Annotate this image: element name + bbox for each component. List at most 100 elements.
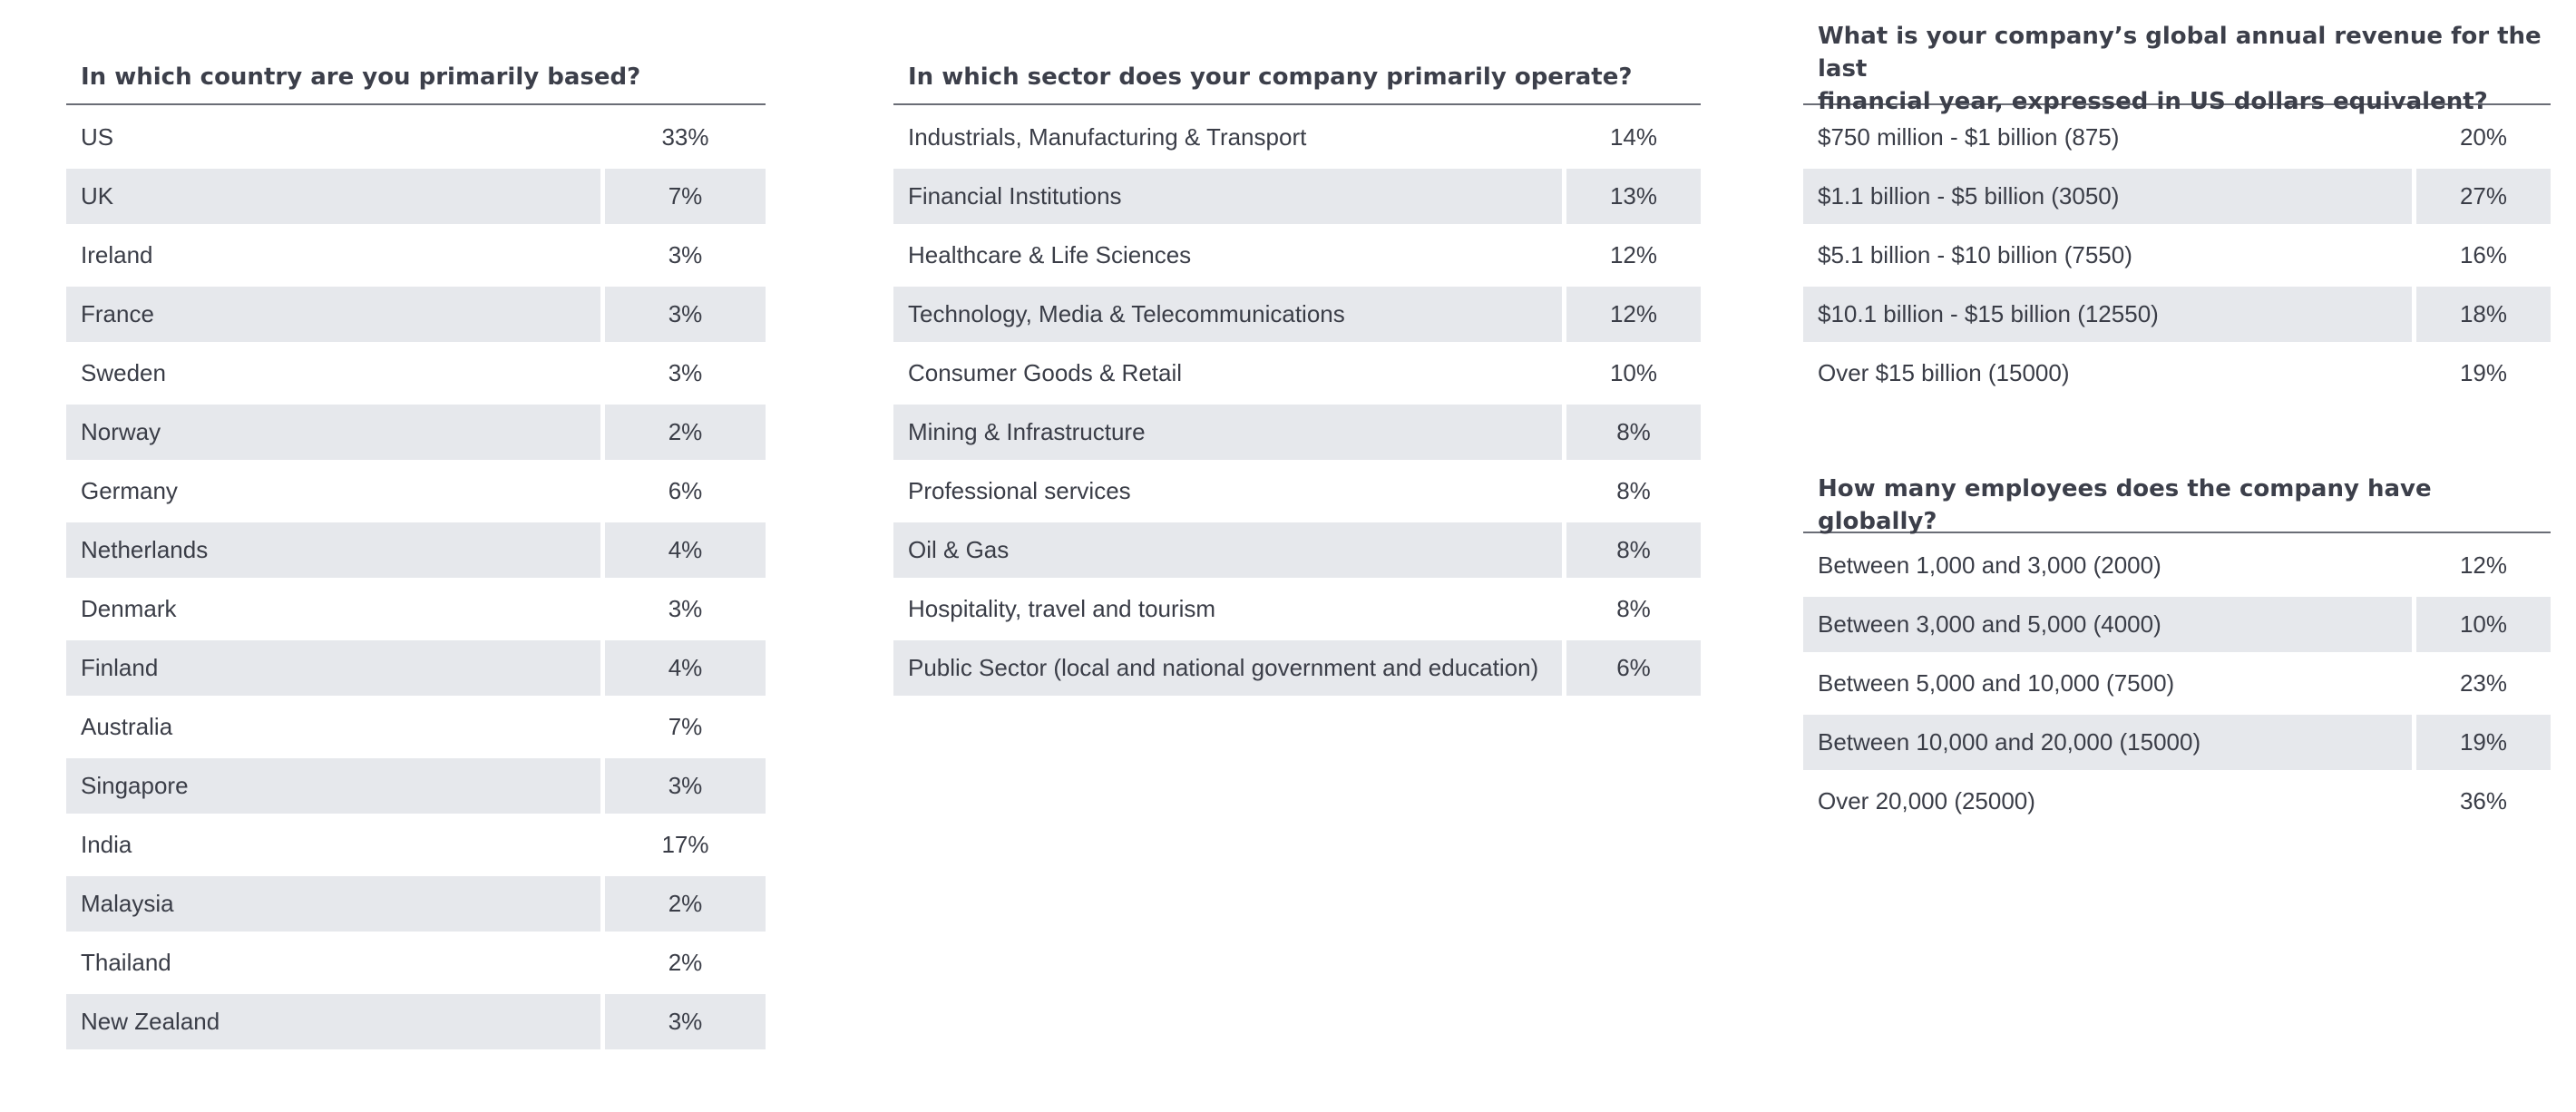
table-row: UK 7% — [66, 169, 766, 224]
row-value: 12% — [1609, 241, 1658, 268]
table-row: Financial Institutions 13% — [893, 169, 1701, 224]
row-label: Oil & Gas — [893, 522, 1562, 578]
table-row: Thailand 2% — [66, 935, 766, 990]
title-text: What is your company’s global annual rev… — [1818, 20, 2551, 118]
table-row: Consumer Goods & Retail 10% — [893, 346, 1701, 401]
table-row: Hospitality, travel and tourism 8% — [893, 581, 1701, 637]
row-value: 4% — [605, 640, 766, 696]
row-label: Consumer Goods & Retail — [908, 359, 1183, 386]
employees-table: How many employees does the company have… — [1803, 475, 2551, 833]
row-value: 16% — [2459, 241, 2508, 268]
row-value: 10% — [1609, 359, 1658, 386]
table-row: Mining & Infrastructure 8% — [893, 405, 1701, 460]
row-value: 3% — [668, 595, 703, 622]
table-row: Netherlands 4% — [66, 522, 766, 578]
country-table: In which country are you primarily based… — [66, 53, 766, 1053]
table-row: Between 3,000 and 5,000 (4000) 10% — [1803, 597, 2551, 652]
table-row: Industrials, Manufacturing & Transport 14… — [893, 110, 1701, 165]
table-row: New Zealand 3% — [66, 994, 766, 1049]
table-row: Over $15 billion (15000) 19% — [1803, 346, 2551, 401]
row-label: $1.1 billion - $5 billion (3050) — [1803, 169, 2412, 224]
row-label: Finland — [66, 640, 600, 696]
row-value: 3% — [605, 758, 766, 814]
row-value: 10% — [2416, 597, 2551, 652]
row-value: 23% — [2459, 669, 2508, 697]
row-value: 27% — [2416, 169, 2551, 224]
row-label: Norway — [66, 405, 600, 460]
row-value: 7% — [605, 169, 766, 224]
sector-question-title: In which sector does your company primar… — [908, 63, 1633, 91]
table-row: Sweden 3% — [66, 346, 766, 401]
row-label: Germany — [81, 477, 178, 504]
table-row: $750 million - $1 billion (875) 20% — [1803, 110, 2551, 165]
row-label: Between 3,000 and 5,000 (4000) — [1803, 597, 2412, 652]
row-label: Industrials, Manufacturing & Transport — [908, 123, 1307, 151]
row-value: 7% — [668, 713, 703, 740]
row-value: 8% — [1616, 595, 1651, 622]
table-row: Australia 7% — [66, 699, 766, 755]
row-value: 19% — [2459, 359, 2508, 386]
row-label: France — [66, 287, 600, 342]
sector-table: In which sector does your company primar… — [893, 53, 1701, 699]
divider — [893, 103, 1701, 105]
table-row: India 17% — [66, 817, 766, 873]
row-label: $10.1 billion - $15 billion (12550) — [1803, 287, 2412, 342]
row-value: 6% — [1566, 640, 1701, 696]
divider — [1803, 532, 2551, 533]
row-value: 33% — [661, 123, 709, 151]
row-value: 17% — [661, 831, 709, 858]
table-row: Malaysia 2% — [66, 876, 766, 932]
row-label: Netherlands — [66, 522, 600, 578]
row-label: Sweden — [81, 359, 166, 386]
row-value: 12% — [1566, 287, 1701, 342]
row-value: 2% — [668, 949, 703, 976]
row-label: Mining & Infrastructure — [893, 405, 1562, 460]
row-value: 3% — [605, 287, 766, 342]
row-value: 3% — [668, 241, 703, 268]
row-label: Denmark — [81, 595, 177, 622]
row-value: 6% — [668, 477, 703, 504]
row-value: 13% — [1566, 169, 1701, 224]
row-value: 3% — [668, 359, 703, 386]
row-value: 3% — [605, 994, 766, 1049]
row-label: Over $15 billion (15000) — [1818, 359, 2070, 386]
row-value: 8% — [1566, 522, 1701, 578]
row-label: New Zealand — [66, 994, 600, 1049]
row-label: Public Sector (local and national govern… — [893, 640, 1562, 696]
row-value: 4% — [605, 522, 766, 578]
divider — [66, 103, 766, 105]
country-rows: US 33% UK 7% Ireland 3% France 3% Sweden 3% N… — [66, 105, 766, 1049]
row-label: Technology, Media & Telecommunications — [893, 287, 1562, 342]
table-row: Between 5,000 and 10,000 (7500) 23% — [1803, 656, 2551, 711]
sector-rows: Industrials, Manufacturing & Transport 14… — [893, 105, 1701, 696]
row-label: India — [81, 831, 132, 858]
table-row: Over 20,000 (25000) 36% — [1803, 774, 2551, 829]
row-label: Between 1,000 and 3,000 (2000) — [1818, 551, 2161, 579]
row-value: 8% — [1566, 405, 1701, 460]
row-value: 2% — [605, 405, 766, 460]
row-label: Australia — [81, 713, 173, 740]
divider — [1803, 103, 2551, 105]
row-label: US — [81, 123, 114, 151]
row-value: 36% — [2459, 787, 2508, 814]
row-value: 18% — [2416, 287, 2551, 342]
row-value: 20% — [2459, 123, 2508, 151]
row-label: Professional services — [908, 477, 1131, 504]
table-row: Healthcare & Life Sciences 12% — [893, 228, 1701, 283]
row-label: Over 20,000 (25000) — [1818, 787, 2035, 814]
row-label: Financial Institutions — [893, 169, 1562, 224]
row-value: 19% — [2416, 715, 2551, 770]
row-value: 14% — [1609, 123, 1658, 151]
revenue-question-title: What is your company’s global annual rev… — [1803, 23, 2551, 115]
row-label: Between 5,000 and 10,000 (7500) — [1818, 669, 2175, 697]
country-question-title: In which country are you primarily based… — [81, 63, 641, 91]
table-row: $5.1 billion - $10 billion (7550) 16% — [1803, 228, 2551, 283]
employees-rows: Between 1,000 and 3,000 (2000) 12% Betwee… — [1803, 533, 2551, 829]
row-label: Thailand — [81, 949, 171, 976]
table-row: Denmark 3% — [66, 581, 766, 637]
row-value: 8% — [1616, 477, 1651, 504]
table-row: Oil & Gas 8% — [893, 522, 1701, 578]
title-line-1: What is your company’s global annual rev… — [1818, 23, 2542, 83]
row-value: 2% — [605, 876, 766, 932]
table-row: Public Sector (local and national govern… — [893, 640, 1701, 696]
